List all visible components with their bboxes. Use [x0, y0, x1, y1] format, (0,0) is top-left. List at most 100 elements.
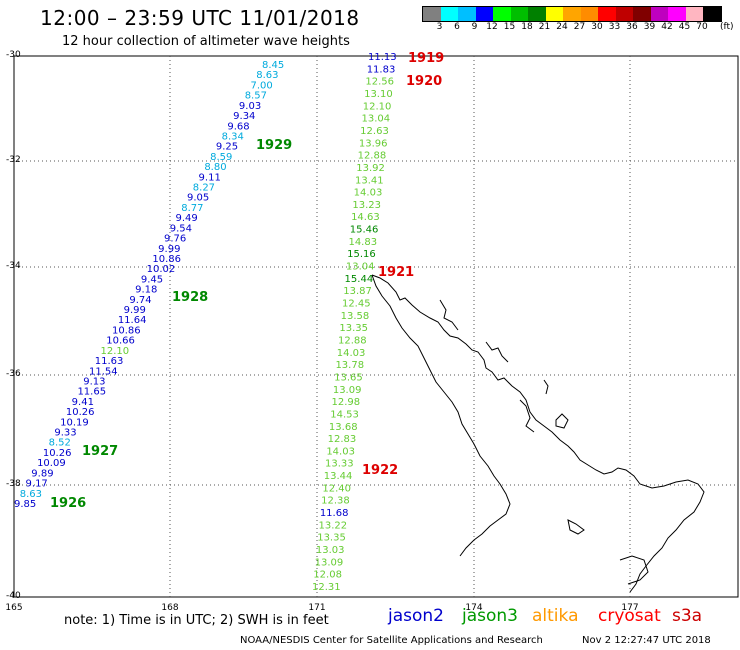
- track-1920-value: 13.09: [315, 557, 344, 568]
- track-1929-value: 8.77: [181, 203, 203, 214]
- lat-tick-label: -34: [6, 261, 21, 271]
- legend-label: 6: [454, 22, 460, 32]
- track-1929-value: 9.13: [83, 376, 105, 387]
- track-1920-value: 12.88: [358, 151, 387, 162]
- lat-tick-label: -40: [6, 591, 21, 601]
- track-1929-value: 7.00: [250, 80, 272, 91]
- track-1920-value: 13.35: [317, 533, 346, 544]
- track-1929-value: 9.34: [233, 111, 255, 122]
- color-legend: [422, 6, 722, 22]
- lat-tick-label: -32: [6, 155, 21, 165]
- track-1929-value: 8.45: [262, 60, 284, 71]
- legend-label: 42: [661, 22, 673, 32]
- track-1920-value: 13.78: [335, 360, 364, 371]
- legend-swatch: [545, 7, 563, 21]
- track-1929-value: 9.99: [158, 244, 180, 255]
- track-1929-value: 9.05: [187, 193, 209, 204]
- legend-swatch: [440, 7, 458, 21]
- track-1929-value: 8.63: [256, 70, 278, 81]
- track-1920-value: 11.83: [367, 64, 396, 75]
- track-1920-value: 13.41: [355, 175, 384, 186]
- track-1920-value: 12.88: [338, 335, 367, 346]
- lon-tick-label: 174: [465, 603, 483, 613]
- legend-label: 12: [486, 22, 498, 32]
- map-frame: [13, 55, 739, 598]
- track-1920-value: 13.04: [361, 114, 390, 125]
- satellite-key-altika: altika: [532, 606, 579, 626]
- lon-tick-label: 171: [308, 603, 326, 613]
- legend-swatch: [650, 7, 668, 21]
- legend-label: 3: [436, 22, 443, 32]
- track-1929-value: 9.41: [72, 397, 94, 408]
- legend-label: 39: [643, 22, 656, 32]
- legend-swatch: [563, 7, 581, 21]
- track-1920-value: 14.63: [351, 212, 380, 223]
- track-1920-value: 13.65: [334, 372, 363, 383]
- track-1920-value: 11.68: [320, 508, 349, 519]
- track-1920-value: 12.83: [328, 434, 357, 445]
- track-1929-value: 10.26: [66, 407, 95, 418]
- track-1929-value: 9.54: [170, 223, 192, 234]
- track-1920-value: 14.83: [348, 237, 377, 248]
- legend-label: 33: [608, 22, 621, 32]
- satellite-key-jason3: jason3: [462, 606, 518, 626]
- graticule: [14, 56, 738, 597]
- track-1920-value: 13.04: [346, 262, 375, 273]
- track-1929-value: 8.52: [49, 438, 71, 449]
- track-1929-value: 10.02: [147, 264, 176, 275]
- track-1929-value: 11.63: [95, 356, 124, 367]
- track-1920-value: 13.10: [364, 89, 393, 100]
- track-1929-value: 11.65: [77, 387, 106, 398]
- track-1920-value: 12.45: [342, 299, 371, 310]
- pass-labels: 1919 1920 1929 1921 1928 1927 1922 1926: [50, 51, 444, 511]
- legend-swatch: [598, 7, 616, 21]
- track-1920-value: 12.56: [365, 77, 394, 88]
- legend-swatch: [685, 7, 703, 21]
- track-1929-value: 9.68: [227, 121, 249, 132]
- track-1920-value: 14.03: [326, 446, 355, 457]
- legend-swatch: [528, 7, 546, 21]
- legend-label: 18: [521, 22, 533, 32]
- track-1929-value: 9.76: [164, 234, 186, 245]
- pass-number-label: 1927: [82, 444, 118, 459]
- pass-number-label: 1921: [378, 265, 414, 280]
- legend-label: 15: [503, 22, 516, 32]
- track-1920-value: 15.44: [345, 274, 374, 285]
- footer-credit: NOAA/NESDIS Center for Satellite Applica…: [240, 635, 543, 646]
- track-1920-value: 13.68: [329, 422, 358, 433]
- satellite-key-jason2: jason2: [388, 606, 444, 626]
- track-1929-value: 9.18: [135, 285, 157, 296]
- track-1929-value: 8.59: [210, 152, 232, 163]
- track-1929-value: 11.64: [118, 315, 147, 326]
- legend-swatch: [458, 7, 476, 21]
- legend-label: 27: [573, 22, 586, 32]
- track-1929-value: 9.49: [175, 213, 197, 224]
- track-1929-value: 9.25: [216, 142, 238, 153]
- legend-swatch: [493, 7, 511, 21]
- lon-tick-label: 168: [161, 603, 179, 613]
- legend-unit: (ft): [720, 22, 734, 32]
- track-1929-value: 8.63: [20, 489, 42, 500]
- new-zealand-coastline: [371, 274, 705, 593]
- track-1929-value: 8.34: [222, 131, 244, 142]
- track-1920-value: 12.40: [322, 483, 351, 494]
- track-1929-value: 9.74: [129, 295, 151, 306]
- track-1929-value: 10.26: [43, 448, 72, 459]
- track-1920-value: 12.98: [332, 397, 361, 408]
- lat-tick-label: -30: [6, 50, 21, 60]
- lat-tick-label: -36: [6, 369, 21, 379]
- pass-number-label: 1928: [172, 290, 208, 305]
- track-1920-value: 13.87: [343, 286, 372, 297]
- track-1920-value: 13.33: [325, 459, 354, 470]
- track-1920-value: 14.53: [330, 409, 359, 420]
- lon-tick-label: 177: [621, 603, 639, 613]
- track-1929-value: 10.86: [112, 325, 141, 336]
- track-1929-value: 8.80: [204, 162, 226, 173]
- track-1929-value: 9.11: [199, 172, 221, 183]
- legend-label: 24: [556, 22, 568, 32]
- pass-number-label: 1919: [408, 51, 444, 66]
- track-1929-value: 8.57: [245, 91, 267, 102]
- track-1920-value: 13.58: [341, 311, 370, 322]
- legend-swatch: [510, 7, 528, 21]
